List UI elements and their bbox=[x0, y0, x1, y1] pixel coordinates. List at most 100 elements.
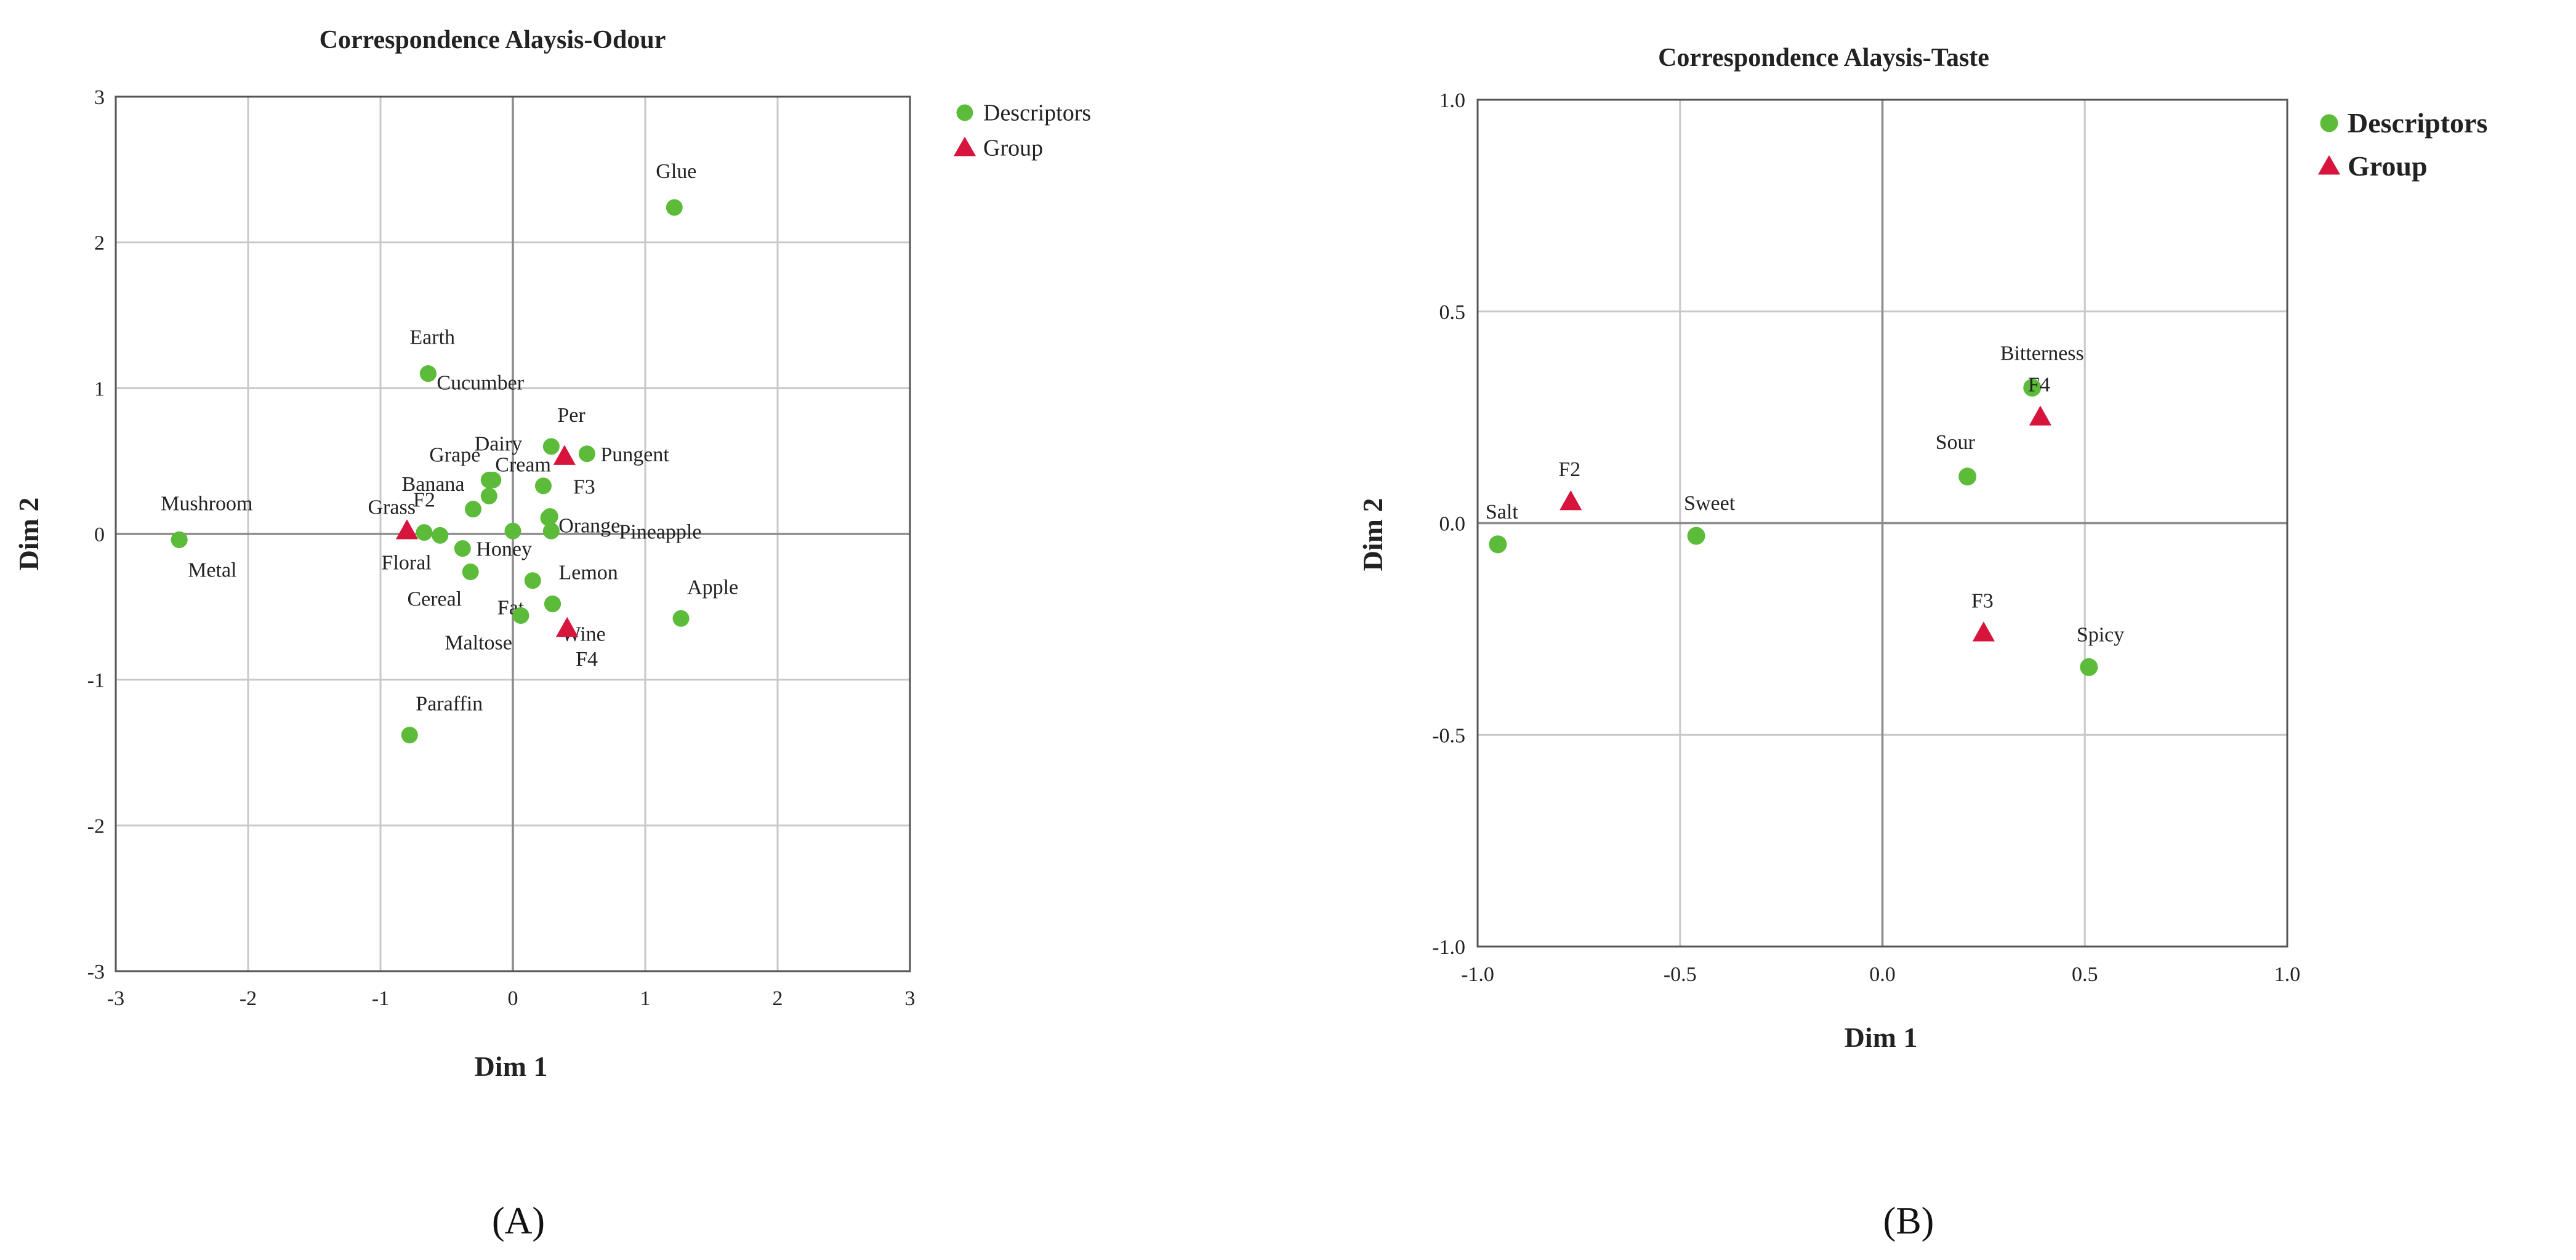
taste-x-tick-label: 0.5 bbox=[2072, 963, 2098, 986]
odour-descriptors-honey-label: Honey bbox=[476, 538, 532, 561]
odour-descriptors-pineapple-label: Pineapple bbox=[619, 520, 701, 543]
taste-group-f2-label: F2 bbox=[1558, 458, 1580, 481]
taste-legend-group-label: Group bbox=[2348, 150, 2428, 182]
taste-y-tick-label: 1.0 bbox=[1439, 89, 1466, 112]
odour-x-tick-label: -3 bbox=[107, 987, 124, 1010]
odour-descriptors-floral-label: Floral bbox=[382, 551, 432, 574]
odour-descriptors-earth-label: Earth bbox=[409, 326, 455, 349]
odour-descriptors-paraffin-point bbox=[401, 727, 418, 744]
taste-group-f3-label: F3 bbox=[1971, 589, 1994, 612]
odour-chart-title: Correspondence Alaysis-Odour bbox=[320, 26, 666, 54]
odour-descriptors-per-point bbox=[542, 438, 560, 455]
odour-y-tick-label: -1 bbox=[87, 669, 105, 692]
odour-chart: -3 -2 -1 0 1 2 3 3 2 1 0 -1 -2 -3 Correspondence Alays… bbox=[13, 26, 1091, 1082]
odour-descriptors-metal-label: Metal bbox=[188, 559, 236, 581]
odour-descriptors-grape-label: Grape bbox=[429, 443, 480, 466]
taste-x-tick-label: -0.5 bbox=[1664, 963, 1697, 986]
odour-y-tick-label: 2 bbox=[94, 232, 105, 255]
odour-group-f3-label: F3 bbox=[573, 476, 595, 499]
odour-legend-group-marker bbox=[953, 136, 976, 156]
taste-descriptors-sour-label: Sour bbox=[1936, 431, 1976, 454]
panel-label-a: (A) bbox=[492, 1200, 545, 1242]
taste-descriptors-bitterness-label: Bitterness bbox=[2000, 342, 2084, 365]
odour-descriptors-unlabeled-point bbox=[540, 509, 557, 527]
odour-descriptors-mushroom-label: Mushroom bbox=[161, 492, 252, 515]
odour-y-axis-label: Dim 2 bbox=[13, 498, 44, 571]
odour-descriptors-unlabeled-point bbox=[534, 477, 552, 495]
taste-x-tick-label: 1.0 bbox=[2274, 963, 2301, 986]
odour-x-tick-label: 1 bbox=[640, 987, 651, 1010]
odour-group-f4-label: F4 bbox=[576, 648, 598, 671]
odour-descriptors-apple-label: Apple bbox=[687, 576, 738, 599]
odour-descriptors-banana-label: Banana bbox=[402, 473, 465, 496]
odour-descriptors-cream-point bbox=[480, 487, 497, 504]
odour-legend-descriptors-marker bbox=[956, 104, 973, 121]
taste-legend-descriptors-label: Descriptors bbox=[2348, 107, 2487, 139]
odour-descriptors-grass-point bbox=[416, 524, 433, 541]
taste-group-f4-label: F4 bbox=[2028, 374, 2050, 397]
taste-legend-descriptors-marker bbox=[2320, 114, 2338, 132]
taste-group-f3-point bbox=[1972, 621, 1995, 642]
taste-y-tick-label: 0.0 bbox=[1439, 513, 1466, 536]
odour-descriptors-glue-point bbox=[666, 199, 683, 216]
odour-descriptors-pungent-label: Pungent bbox=[600, 443, 669, 466]
taste-descriptors-bitterness-point bbox=[2023, 379, 2042, 397]
odour-y-tick-label: -3 bbox=[87, 961, 105, 983]
odour-x-tick-label: -1 bbox=[372, 987, 389, 1010]
odour-descriptors-grass-label: Grass bbox=[368, 496, 416, 519]
odour-descriptors-cream-label: Cream bbox=[495, 453, 551, 476]
odour-descriptors-maltose-point bbox=[512, 607, 529, 624]
odour-x-tick-label: 0 bbox=[508, 987, 518, 1010]
odour-descriptors-orange-label: Orange bbox=[558, 515, 620, 538]
odour-descriptors-pineapple-point bbox=[542, 522, 560, 539]
odour-x-tick-label: 2 bbox=[773, 987, 783, 1010]
taste-group-f2-point bbox=[1560, 490, 1582, 511]
odour-descriptors-maltose-label: Maltose bbox=[445, 632, 512, 655]
odour-y-tick-label: 3 bbox=[94, 86, 105, 109]
odour-descriptors-metal-point bbox=[171, 531, 188, 548]
odour-legend: Descriptors Group bbox=[953, 100, 1091, 161]
odour-descriptors-dairy-label: Dairy bbox=[475, 432, 522, 455]
taste-descriptors-sweet-label: Sweet bbox=[1684, 492, 1736, 515]
taste-y-axis-label: Dim 2 bbox=[1357, 498, 1388, 571]
odour-descriptors-paraffin-label: Paraffin bbox=[416, 693, 483, 716]
odour-x-axis-label: Dim 1 bbox=[475, 1051, 548, 1082]
odour-y-tick-label: 1 bbox=[94, 378, 105, 400]
taste-y-tick-label: -0.5 bbox=[1432, 724, 1465, 747]
odour-descriptors-lemon-label: Lemon bbox=[559, 562, 618, 584]
odour-descriptors-cereal-point bbox=[462, 563, 479, 581]
odour-group-f2-label: F2 bbox=[413, 488, 435, 511]
odour-group-f3-point bbox=[553, 445, 576, 465]
odour-legend-descriptors-label: Descriptors bbox=[983, 100, 1091, 126]
odour-descriptors-banana-point bbox=[465, 501, 481, 518]
taste-y-tick-label: 0.5 bbox=[1439, 301, 1466, 324]
odour-legend-group-label: Group bbox=[983, 135, 1043, 161]
odour-descriptors-glue-label: Glue bbox=[656, 160, 696, 183]
taste-y-tick-label: -1.0 bbox=[1432, 936, 1465, 959]
odour-descriptors-unlabeled-point bbox=[504, 522, 521, 539]
odour-descriptors-fat-point bbox=[524, 572, 541, 589]
taste-chart: -1.0 -0.5 0.0 0.5 1.0 1.0 0.5 0.0 -0.5 -1.0 Corres… bbox=[1357, 44, 2487, 1053]
taste-descriptors-spicy-point bbox=[2080, 658, 2098, 676]
taste-descriptors-sour-point bbox=[1958, 467, 1977, 486]
odour-descriptors-apple-point bbox=[672, 610, 690, 627]
odour-y-tick-label: 0 bbox=[94, 523, 105, 546]
odour-descriptors-floral-point bbox=[432, 527, 449, 544]
taste-series-group: F2 F4 F3 bbox=[1558, 374, 2051, 642]
odour-descriptors-pungent-point bbox=[578, 445, 595, 462]
taste-series-descriptors: Bitterness Sour Sweet Salt Spicy bbox=[1486, 342, 2124, 676]
taste-plot-frame bbox=[1476, 99, 2288, 948]
odour-descriptors-grape-point bbox=[480, 471, 497, 488]
odour-series-group: F2 F3 F4 bbox=[395, 445, 598, 671]
odour-descriptors-cereal-label: Cereal bbox=[407, 588, 462, 611]
odour-descriptors-cucumber-label: Cucumber bbox=[437, 372, 524, 395]
odour-group-f2-point bbox=[395, 519, 419, 539]
taste-x-axis-label: Dim 1 bbox=[1845, 1022, 1918, 1053]
panel-label-b: (B) bbox=[1883, 1200, 1934, 1242]
taste-descriptors-sweet-point bbox=[1687, 527, 1705, 545]
taste-x-tick-label: 0.0 bbox=[1869, 963, 1896, 986]
odour-group-f4-point bbox=[556, 616, 579, 637]
taste-chart-title: Correspondence Alaysis-Taste bbox=[1658, 44, 1989, 72]
